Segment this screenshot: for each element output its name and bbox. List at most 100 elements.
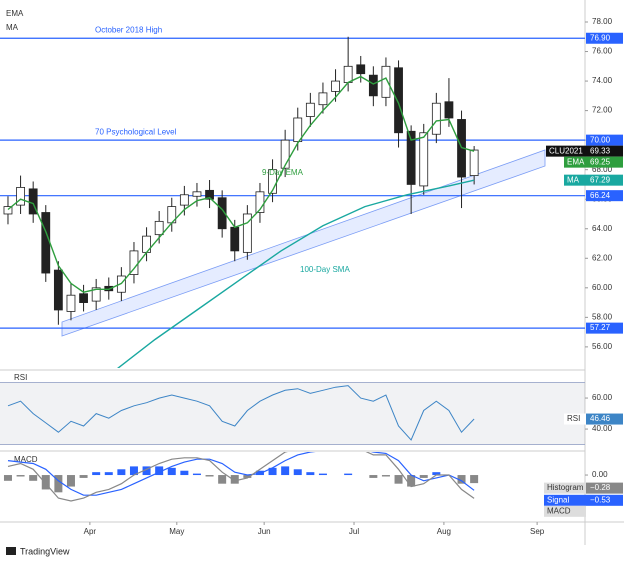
y-tick-label: 68.00 [592,165,613,174]
candle-body [217,197,227,230]
tag-box [586,145,623,157]
tag-box [586,190,623,202]
histogram-bar [457,475,466,484]
candle-body [343,65,353,83]
tag-box [586,134,623,146]
y-tick-label: 74.00 [592,76,613,85]
tag-name-box [544,482,586,494]
histogram-bar [255,470,264,476]
panel [3,452,479,502]
candle-body [431,102,441,135]
y-tick-label: 78.00 [592,17,613,26]
histogram-bar [369,475,378,478]
tag-name: MA [567,175,580,184]
candle-body [293,117,303,143]
candle-body [318,92,328,106]
candle-body [179,194,189,206]
histogram-bar [92,472,101,476]
panel [0,382,585,445]
histogram-bar [54,475,63,493]
candle-body [41,212,51,274]
histogram-bar [243,475,252,478]
rsi-band [0,382,585,445]
candle-body [381,65,391,98]
y-tick-label: 76.00 [592,47,613,56]
tag-box [586,494,623,506]
legend-label: EMA [6,9,24,18]
candle-body [192,191,202,197]
macd-line [7,452,475,502]
x-tick-label: May [169,527,184,536]
legend-label: MA [6,23,19,32]
candle-body [91,287,101,302]
histogram-bar [318,473,327,476]
tag-box [586,32,623,44]
tag-name: RSI [567,414,580,423]
histogram-bar [155,466,164,476]
histogram-bar [180,470,189,476]
y-tick-label: 60.00 [592,393,613,402]
y-tick-label: 62.00 [592,253,613,262]
x-tick-label: Aug [437,527,451,536]
tag-name-box [546,145,586,157]
line-annotation: 9-Day EMA [262,168,304,177]
y-tick-label: 56.00 [592,342,613,351]
tag-value: 46.46 [590,414,611,423]
candle-body [154,220,164,236]
x-tick-label: Jul [349,527,359,536]
candle-body [28,188,38,215]
histogram-bar [407,475,416,487]
histogram-bar [3,475,12,481]
tag-value: −0.28 [590,483,611,492]
y-tick-label: 72.00 [592,106,613,115]
histogram-bar [470,475,479,484]
brand: TradingView [20,546,70,556]
y-tick-label: 64.00 [592,224,613,233]
candle-body [66,294,76,312]
histogram-bar [419,475,428,478]
candle-body [230,226,240,252]
tag-name: Signal [547,495,569,504]
histogram-bar [205,475,214,477]
candle-body [53,269,63,311]
histogram-bar [281,466,290,476]
tag-name: EMA [567,157,585,166]
histogram-bar [230,475,239,484]
indicator-line [117,179,475,368]
histogram-bar [167,467,176,476]
tag-box [586,482,623,494]
candle-body [356,64,366,75]
histogram-bar [432,472,441,476]
histogram-bar [268,467,277,476]
tag-value: 69.25 [590,157,611,166]
histogram-bar [192,473,201,476]
tag-name-box [564,174,586,186]
tag-value: −0.53 [590,495,611,504]
y-tick-label: 60.00 [592,283,613,292]
candle-body [469,149,479,176]
y-tick-label: 40.00 [592,424,613,433]
candle-body [16,186,25,206]
candle-body [255,191,265,213]
tag-box [586,174,623,186]
histogram-bar [129,466,138,476]
candle-body [419,132,429,187]
candle-body [406,130,416,185]
histogram-bar [306,472,315,476]
panel-title: RSI [14,373,27,382]
rsi-line [7,385,475,441]
histogram-bar [104,472,113,476]
tag-name: CLU2021 [549,146,583,155]
tag-name: MACD [547,506,571,515]
tag-box [586,322,623,334]
panel [0,36,585,368]
tag-value: 57.27 [590,323,611,332]
tag-value: 66.24 [590,191,611,200]
level-text: October 2018 High [95,25,162,34]
histogram-bar [66,475,75,487]
tag-value: 69.33 [590,146,611,155]
tag-box [586,156,623,168]
candle-body [242,213,252,253]
x-tick-label: Sep [530,527,545,536]
histogram-bar [41,475,50,490]
